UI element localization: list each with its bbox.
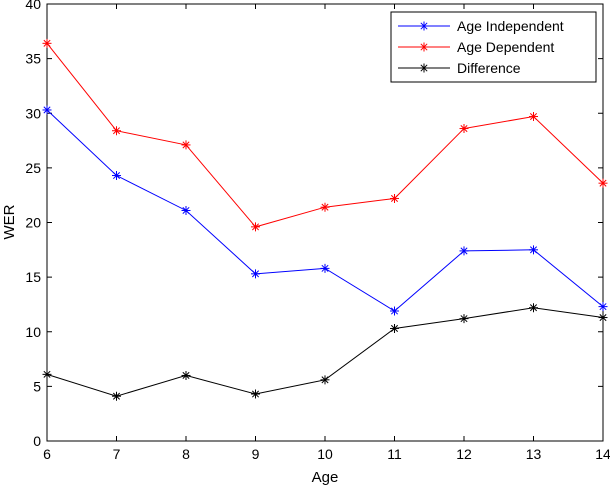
data-point-age-independent [42, 105, 52, 115]
data-point-age-dependent [390, 193, 399, 203]
legend-marker-age-independent [419, 21, 429, 31]
data-point-difference [112, 391, 121, 401]
axis-layer: 6 7 8 9 10 11 12 13 14 0 5 10 15 20 25 30 35 40 [25, 0, 610, 462]
x-tick-label: 13 [526, 446, 542, 462]
data-point-age-independent [112, 171, 121, 181]
legend-marker-age-dependent [419, 42, 429, 52]
x-axis-label: Age [312, 469, 339, 486]
data-point-age-independent [598, 302, 608, 312]
y-tick-label: 20 [25, 215, 41, 231]
y-tick-label: 30 [25, 105, 41, 121]
y-tick-label: 40 [25, 0, 41, 12]
series-layer [42, 38, 608, 401]
data-point-age-dependent [459, 124, 469, 134]
data-point-age-dependent [112, 126, 121, 136]
x-tick-label: 10 [317, 446, 333, 462]
data-point-difference [459, 314, 469, 324]
x-tick-label: 12 [456, 446, 472, 462]
legend-label-age-independent: Age Independent [457, 18, 564, 34]
data-point-age-independent [459, 246, 469, 256]
data-point-age-independent [181, 205, 191, 215]
data-point-age-dependent [529, 112, 538, 122]
data-point-age-dependent [598, 178, 608, 188]
data-point-age-independent [251, 269, 260, 279]
data-point-difference [181, 370, 191, 380]
x-tick-label: 6 [43, 446, 51, 462]
y-tick-label: 5 [33, 378, 41, 394]
y-tick-label: 35 [25, 51, 41, 67]
y-tick-label: 0 [33, 433, 41, 449]
legend-marker-difference [419, 63, 429, 73]
legend-label-age-dependent: Age Dependent [457, 39, 554, 55]
data-point-age-dependent [181, 140, 191, 150]
y-axis-label: WER [1, 204, 18, 239]
y-tick-label: 15 [25, 269, 41, 285]
data-point-age-independent [529, 245, 538, 255]
data-point-age-dependent [42, 38, 52, 48]
data-point-age-dependent [320, 202, 330, 212]
data-point-difference [598, 313, 608, 323]
y-tick-label: 25 [25, 160, 41, 176]
legend-label-difference: Difference [457, 60, 521, 76]
data-point-age-independent [390, 306, 399, 316]
x-tick-label: 9 [252, 446, 260, 462]
data-point-difference [251, 389, 260, 399]
y-tick-label: 10 [25, 324, 41, 340]
x-tick-label: 14 [595, 446, 610, 462]
data-point-difference [42, 369, 52, 379]
x-tick-label: 7 [113, 446, 121, 462]
data-point-age-dependent [251, 222, 260, 232]
x-tick-label: 11 [387, 446, 402, 462]
data-point-age-independent [320, 263, 330, 273]
legend: Age Independent Age Dependent Difference [390, 11, 597, 83]
data-point-difference [390, 323, 399, 333]
data-point-difference [529, 303, 538, 313]
x-tick-label: 8 [182, 446, 190, 462]
data-point-difference [320, 375, 330, 385]
